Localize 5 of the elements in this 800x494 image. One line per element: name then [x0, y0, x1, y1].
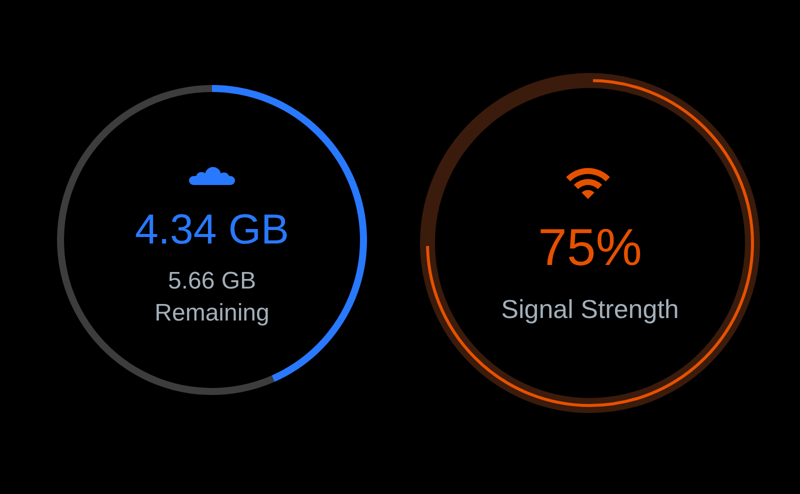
slice-label: Remaining	[154, 300, 270, 326]
data-label: 75%	[538, 219, 642, 277]
slice-label: Signal Strength	[501, 294, 679, 324]
data-label: 4.34 GB	[134, 206, 290, 252]
data-label: 5.66 GB	[168, 268, 256, 294]
